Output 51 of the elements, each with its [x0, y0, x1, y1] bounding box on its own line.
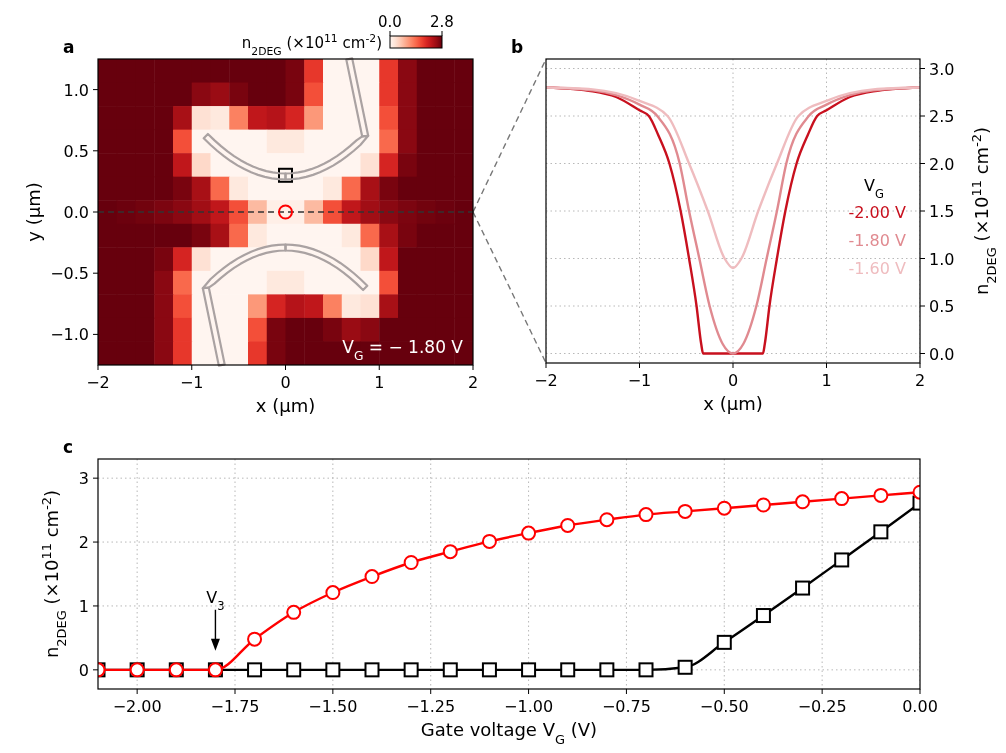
color-bar-label: 0.0: [378, 13, 402, 31]
y-tick-label: 3: [78, 469, 89, 489]
text: -1.80 V: [848, 231, 907, 250]
x-tick-label: 2: [914, 371, 926, 390]
x-tick-label: 0: [727, 371, 739, 390]
x-tick-label: −1: [179, 373, 204, 392]
x-tick-label: −1.25: [406, 697, 456, 716]
x-tick-label: 1: [821, 371, 832, 390]
x-tick-label: 0: [280, 373, 291, 392]
color-bar-label: 2.8: [430, 13, 454, 31]
y-tick-label: −1.0: [50, 325, 89, 345]
y-tick-label: 0.5: [63, 141, 89, 161]
x-tick-label: −2: [534, 371, 558, 390]
x-tick-label: 2: [467, 373, 479, 392]
x-tick-label: −1.50: [308, 697, 358, 716]
chart-title: a: [63, 37, 75, 57]
x-tick-label: −2.00: [112, 697, 162, 716]
y2-tick-label: 0.0: [929, 344, 955, 364]
annotation: V$_{G}$ = − 1.80 V: [342, 337, 464, 363]
y-tick-label: 0.0: [63, 203, 89, 222]
y-tick-label: 1: [78, 596, 89, 616]
y-tick-label: 0: [78, 660, 89, 680]
x-axis-title: x (μm): [255, 395, 316, 416]
y-axis-title: y (μm): [23, 182, 44, 242]
x-tick-label: −1.00: [504, 697, 554, 716]
x-tick-label: 1: [374, 373, 385, 392]
legend-title: V$_{G}$: [864, 176, 884, 201]
y2-tick-label: 2.0: [929, 154, 955, 174]
y2-tick-label: 0.5: [929, 297, 955, 316]
text: -2.00 V: [848, 203, 907, 222]
y2-tick-label: 1.5: [929, 202, 955, 221]
y2-tick-label: 1.0: [929, 249, 955, 269]
x-tick-label: 0.00: [902, 697, 938, 716]
x-axis-title: Gate voltage V$_{G}$ (V): [420, 719, 598, 747]
y-tick-label: 1.0: [63, 80, 89, 100]
x-tick-label: −0.75: [601, 697, 651, 716]
x-tick-label: −0.50: [699, 697, 749, 716]
y-tick-label: −0.5: [50, 264, 89, 284]
annotation: V$_{3}$: [206, 587, 225, 613]
x-tick-label: −2: [86, 373, 110, 392]
y-tick-label: 2: [78, 533, 89, 553]
y2-tick-label: 3.0: [929, 59, 955, 79]
x-tick-label: −1: [627, 371, 652, 390]
color-bar-title: n$_{2DEG}$ (×10$^{11}$ cm$^{-2}$): [241, 31, 382, 58]
y2-tick-label: 2.5: [929, 107, 955, 126]
x-tick-label: −0.25: [797, 697, 847, 716]
chart-title: c: [63, 437, 74, 457]
x-axis-title: x (μm): [703, 393, 763, 414]
text: -1.60 V: [848, 259, 907, 278]
chart-title: b: [511, 37, 524, 57]
x-tick-label: −1.75: [210, 697, 260, 716]
